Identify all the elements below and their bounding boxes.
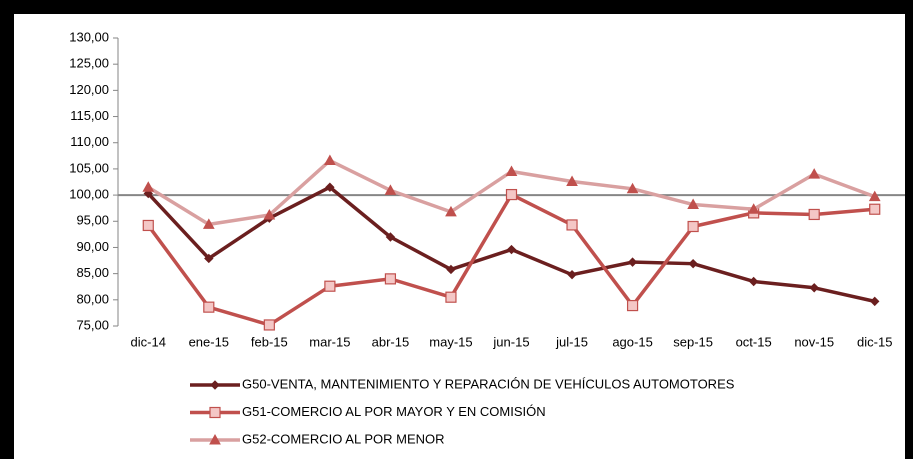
x-tick-label: dic-14 <box>131 334 166 349</box>
marker <box>385 232 396 242</box>
x-tick-label: dic-15 <box>857 334 892 349</box>
y-tick-label: 130,00 <box>69 29 109 44</box>
marker <box>626 182 639 194</box>
marker <box>566 219 578 231</box>
marker <box>809 283 819 293</box>
x-tick-label: jun-15 <box>492 334 529 349</box>
y-tick-label: 120,00 <box>69 82 109 97</box>
marker <box>324 154 336 166</box>
marker <box>204 253 214 264</box>
marker <box>566 175 578 186</box>
marker <box>868 190 881 202</box>
marker <box>325 182 335 192</box>
legend-label: G51-COMERCIO AL POR MAYOR Y EN COMISIÓN <box>242 404 546 419</box>
legend-label: G50-VENTA, MANTENIMIENTO Y REPARACIÓN DE… <box>242 376 735 391</box>
x-tick-label: abr-15 <box>372 334 410 349</box>
marker <box>384 273 397 285</box>
marker <box>142 219 154 232</box>
x-tick-label: feb-15 <box>251 334 288 349</box>
marker <box>688 258 698 269</box>
marker <box>505 188 518 201</box>
marker <box>263 319 275 331</box>
marker <box>808 208 820 221</box>
y-tick-label: 115,00 <box>70 108 109 123</box>
legend-marker <box>209 406 221 419</box>
marker <box>747 203 760 214</box>
marker <box>324 280 336 292</box>
marker <box>626 299 639 312</box>
legend-marker <box>210 380 220 390</box>
marker <box>445 291 457 303</box>
x-tick-label: oct-15 <box>736 334 772 349</box>
y-tick-label: 75,00 <box>76 317 109 332</box>
marker <box>202 218 215 229</box>
y-tick-label: 125,00 <box>69 56 109 71</box>
marker <box>869 203 881 215</box>
x-tick-label: ago-15 <box>612 334 652 349</box>
marker <box>687 198 699 210</box>
marker <box>748 276 759 287</box>
marker <box>263 208 276 220</box>
marker <box>627 257 638 267</box>
y-tick-label: 90,00 <box>76 239 109 254</box>
x-tick-label: jul-15 <box>555 334 588 349</box>
x-tick-label: nov-15 <box>794 334 834 349</box>
marker <box>870 296 880 307</box>
y-tick-label: 80,00 <box>76 291 109 306</box>
marker <box>506 244 517 255</box>
marker <box>567 269 577 280</box>
marker <box>384 184 397 195</box>
y-tick-label: 105,00 <box>69 160 109 175</box>
chart-area <box>14 14 905 459</box>
y-tick-label: 95,00 <box>76 213 109 228</box>
marker <box>203 301 215 313</box>
y-tick-label: 110,00 <box>70 134 109 149</box>
y-tick-label: 100,00 <box>69 187 109 202</box>
legend-marker <box>209 433 221 445</box>
legend-label: G52-COMERCIO AL POR MENOR <box>242 431 445 446</box>
y-tick-label: 85,00 <box>76 265 109 280</box>
marker <box>505 165 518 177</box>
marker <box>687 220 699 233</box>
marker <box>445 205 457 217</box>
marker <box>142 181 155 192</box>
x-tick-label: sep-15 <box>673 334 713 349</box>
marker <box>446 264 456 275</box>
marker <box>808 168 821 179</box>
x-tick-label: ene-15 <box>189 334 229 349</box>
x-tick-label: mar-15 <box>309 334 350 349</box>
x-tick-label: may-15 <box>429 334 472 349</box>
